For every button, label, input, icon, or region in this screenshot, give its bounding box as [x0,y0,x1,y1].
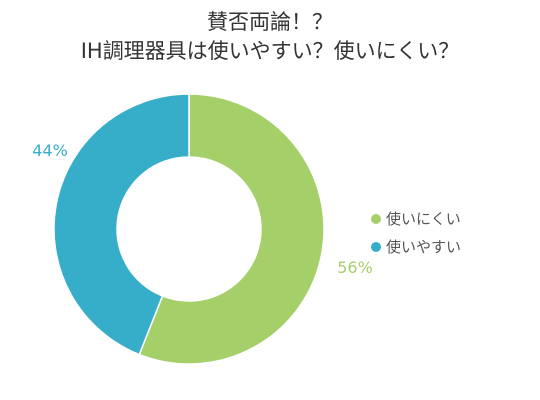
donut-slices [53,93,325,365]
legend-label-2: 使いやすい [386,238,461,256]
slice-1 [138,93,325,365]
slice-value-label-1: 56% [337,258,373,277]
legend-marker-1 [371,214,381,224]
chart-title: 賛否両論！？ [207,10,333,34]
legend-label-1: 使いにくい [386,210,461,228]
chart-subtitle: IH調理器具は使いやすい？使いにくい？ [80,39,460,63]
slice-value-label-2: 44% [32,141,68,160]
legend-marker-2 [371,242,381,252]
chart-title-block: 賛否両論！？ IH調理器具は使いやすい？使いにくい？ [0,8,540,66]
slice-2 [53,93,190,356]
slice-labels: 56% 44% [32,141,373,277]
